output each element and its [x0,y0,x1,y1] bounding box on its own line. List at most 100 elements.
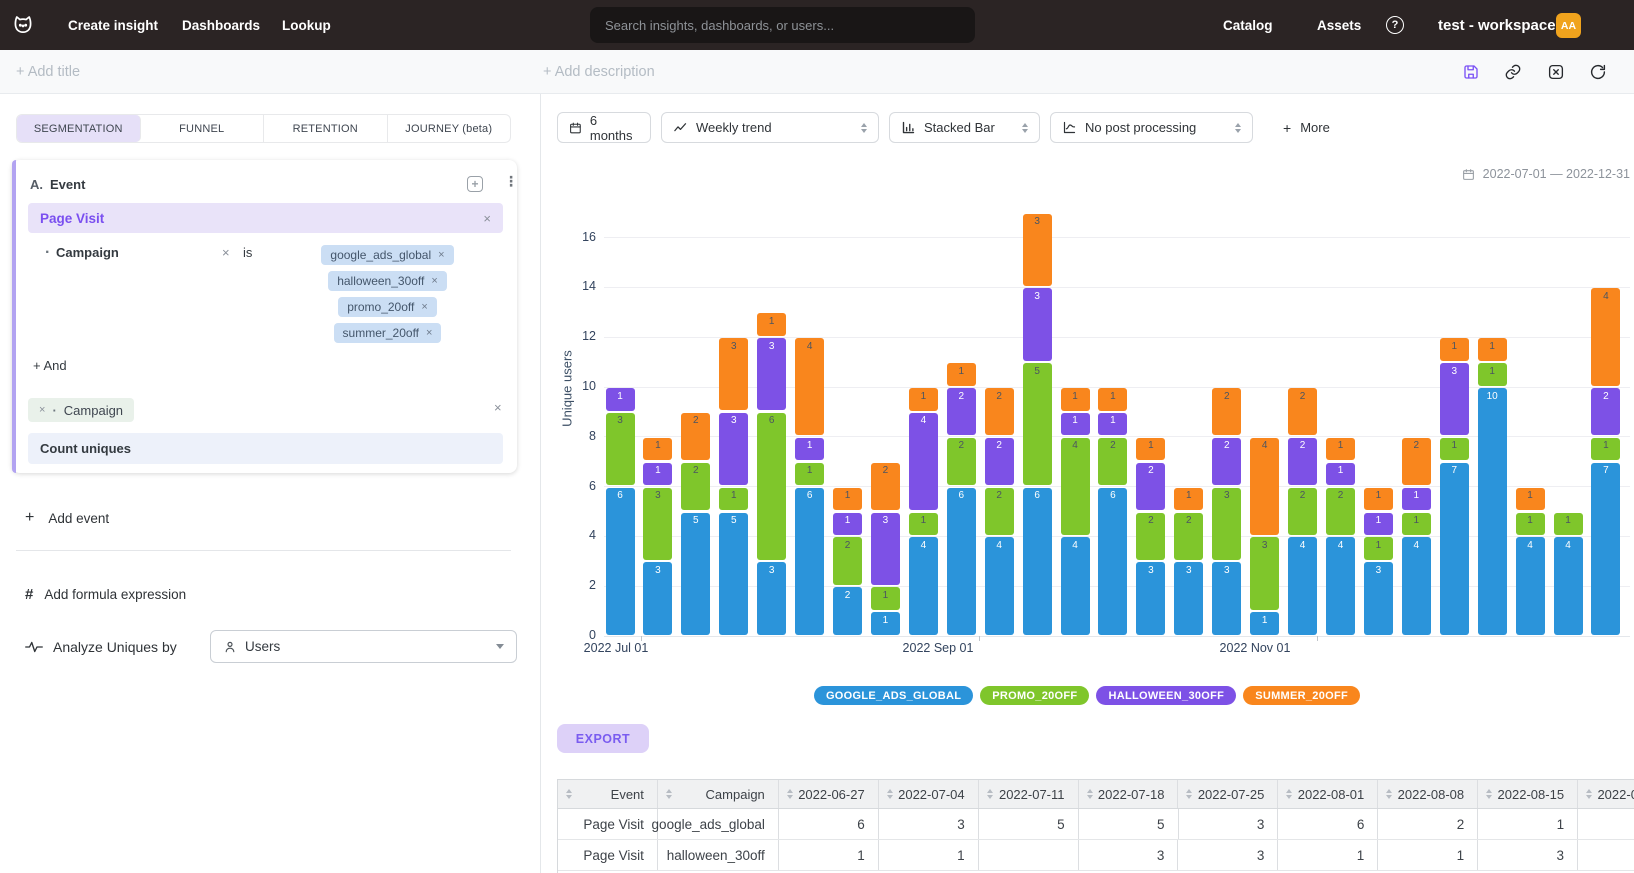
select-arrows-icon [861,122,867,133]
bar-value-label: 1 [882,589,889,601]
more-button[interactable]: + More [1283,112,1330,143]
bar-value-label: 2 [844,589,851,601]
legend-pill-promo_20off[interactable]: PROMO_20OFF [980,686,1090,705]
remove-value-icon[interactable]: × [438,249,445,261]
bar-value-label: 1 [730,490,737,502]
chart-date-range[interactable]: 2022-07-01 — 2022-12-31 [1462,162,1630,186]
bar-segment [1439,338,1469,361]
tab-funnel[interactable]: FUNNEL [141,115,264,142]
sort-icon [1486,789,1493,799]
legend-pill-google_ads_global[interactable]: GOOGLE_ADS_GLOBAL [813,686,974,705]
table-header-cell[interactable]: 2022-08-22 [1578,780,1634,808]
date-range-button[interactable]: 6 months [557,112,651,143]
remove-value-icon[interactable]: × [426,327,433,339]
table-header-cell[interactable]: Event [558,780,658,808]
chip-label: promo_20off [347,300,415,314]
clear-breakdown-icon[interactable]: × [494,400,502,415]
table-header-cell[interactable]: Campaign [658,780,779,808]
breakdown-chip[interactable]: × · Campaign [28,398,135,422]
bar-value-label: 1 [1072,415,1078,427]
table-header-cell[interactable]: 2022-07-04 [879,780,979,808]
filter-value-chip[interactable]: halloween_30off × [328,271,447,291]
add-title-field[interactable]: + Add title [16,64,81,80]
tab-retention[interactable]: RETENTION [264,115,388,142]
refresh-icon[interactable] [1588,62,1608,82]
bar-segment [1212,388,1242,436]
table-header-cell[interactable]: 2022-07-18 [1079,780,1179,808]
filter-value-chip[interactable]: summer_20off × [333,323,442,343]
remove-event-icon[interactable]: × [483,210,491,226]
table-header-cell[interactable]: 2022-08-08 [1378,780,1479,808]
bar-value-label: 1 [1261,614,1268,626]
chart-type-select[interactable]: Stacked Bar [889,112,1040,143]
selected-event[interactable]: Page Visit × [28,203,503,233]
nav-assets[interactable]: Assets [1317,17,1362,33]
add-description-field[interactable]: + Add description [543,64,655,80]
bar-value-label: 2 [1413,440,1420,452]
close-square-icon[interactable] [1546,62,1566,82]
kebab-menu-icon[interactable]: ⋮ [504,173,518,189]
table-header-label: 2022-07-18 [1097,786,1165,802]
table-cell: 1 [779,840,879,870]
table-header-cell[interactable]: 2022-07-25 [1178,780,1279,808]
nav-lookup[interactable]: Lookup [282,17,331,33]
analyze-by-select[interactable]: Users [210,630,517,663]
table-cell: 3 [879,809,979,839]
filter-value-chip[interactable]: google_ads_global × [321,245,454,265]
remove-breakdown-icon[interactable]: × [39,404,46,416]
add-filter-icon[interactable]: + [467,176,483,192]
bar-segment [946,388,976,436]
bar-segment [757,313,787,336]
trend-select-value: Weekly trend [696,120,772,135]
filter-property[interactable]: Campaign [56,245,119,260]
tab-journey[interactable]: JOURNEY (beta) [405,122,493,135]
event-card-header: A. Event [30,172,85,196]
aggregation-selector[interactable]: Count uniques [28,433,503,464]
bullet-icon: · [45,244,51,261]
search-input[interactable] [590,7,975,43]
bar-segment [1060,537,1090,635]
filter-operator[interactable]: is [243,245,253,260]
table-header-cell[interactable]: 2022-08-15 [1478,780,1579,808]
remove-value-icon[interactable]: × [431,275,438,287]
add-and-condition[interactable]: + And [33,358,67,373]
bar-value-label: 1 [1375,515,1382,526]
remove-value-icon[interactable]: × [421,301,428,313]
results-table-wrap: Event Campaign 2022-06-27 2022-07-04 2022-07… [557,779,1634,873]
nav-catalog[interactable]: Catalog [1223,17,1273,33]
bar-segment [833,587,863,635]
help-icon[interactable]: ? [1386,16,1404,34]
add-formula-button[interactable]: # Add formula expression [25,582,186,606]
legend-pill-summer_20off[interactable]: SUMMER_20OFF [1243,686,1361,705]
bar-value-label: 3 [1223,490,1230,502]
remove-filter-icon[interactable]: × [222,245,230,260]
save-icon[interactable] [1461,62,1481,82]
workspace-name[interactable]: test - workspace [1438,16,1556,34]
legend-pill-halloween_30off[interactable]: HALLOWEEN_30OFF [1096,686,1237,705]
x-tick-mark [641,636,642,641]
bar-segment [1022,363,1052,486]
tab-segmentation[interactable]: SEGMENTATION [17,115,141,142]
add-event-button[interactable]: + Add event [25,505,109,531]
export-button[interactable]: EXPORT [557,724,649,753]
bar-segment [605,388,635,411]
post-processing-select[interactable]: No post processing [1050,112,1253,143]
app-logo-cat-icon[interactable] [10,12,36,38]
bar-value-label: 2 [996,490,1002,502]
table-header-label: 2022-08-15 [1497,786,1565,802]
bar-segment [908,512,938,535]
nav-dashboards[interactable]: Dashboards [182,17,261,33]
table-header-cell[interactable]: 2022-08-01 [1278,780,1379,808]
table-header-cell[interactable]: 2022-07-11 [979,780,1079,808]
trend-select[interactable]: Weekly trend [661,112,879,143]
chip-label: halloween_30off [337,274,425,288]
table-header-cell[interactable]: 2022-06-27 [779,780,879,808]
bar-segment [1553,537,1583,635]
bar-value-label: 5 [1034,365,1040,377]
filter-value-chip[interactable]: promo_20off × [338,297,437,317]
copy-link-icon[interactable] [1503,62,1523,82]
grid-line [604,436,1630,438]
avatar[interactable]: AA [1556,13,1581,38]
bar-value-label: 2 [693,465,699,477]
nav-create-insight[interactable]: Create insight [68,17,159,33]
